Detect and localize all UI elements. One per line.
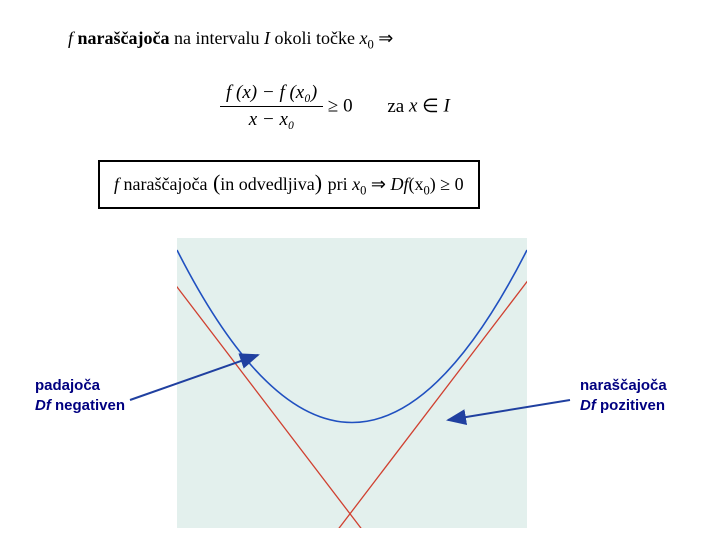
boxed-theorem: f naraščajoča (in odvedljiva) pri x0 ⇒ D… bbox=[98, 160, 480, 209]
label-left-line1: padajoča bbox=[35, 376, 125, 396]
box-Df: Df bbox=[390, 174, 408, 194]
label-right-line2: Df pozitiven bbox=[580, 396, 667, 416]
text-interval: na intervalu bbox=[170, 28, 264, 48]
box-pri: pri bbox=[328, 174, 353, 194]
label-right-line1: naraščajoča bbox=[580, 376, 667, 396]
text-narascajoca: naraščajoča bbox=[73, 28, 169, 48]
text-okoli: okoli točke bbox=[270, 28, 359, 48]
box-paren-close: ) bbox=[315, 170, 328, 195]
in-symbol: ∈ bbox=[417, 96, 443, 117]
box-x0: x bbox=[352, 174, 360, 194]
graph-background bbox=[177, 238, 527, 528]
I-formula: I bbox=[443, 96, 449, 117]
label-left-df: Df bbox=[35, 397, 51, 414]
label-right-df: Df bbox=[580, 397, 596, 414]
numerator: f (x) − f (x₀) bbox=[220, 82, 323, 107]
box-paren-open: ( bbox=[207, 170, 220, 195]
denominator: x − x₀ bbox=[220, 107, 323, 131]
box-end: ) ≥ 0 bbox=[430, 174, 464, 194]
geq-zero: ≥ 0 bbox=[323, 96, 352, 117]
za-text: za bbox=[387, 96, 409, 117]
box-arrow: ⇒ bbox=[366, 174, 390, 194]
label-increasing: naraščajoča Df pozitiven bbox=[580, 376, 667, 417]
label-right-pos: pozitiven bbox=[596, 397, 665, 414]
arrow-symbol: ⇒ bbox=[374, 28, 394, 48]
box-paren2: (x bbox=[408, 174, 423, 194]
fraction: f (x) − f (x₀) x − x₀ bbox=[220, 82, 323, 131]
label-left-line2: Df negativen bbox=[35, 396, 125, 416]
label-left-neg: negativen bbox=[51, 397, 125, 414]
box-odvedljiva: in odvedljiva bbox=[220, 174, 314, 194]
box-narascajoca: naraščajoča bbox=[119, 174, 207, 194]
statement-line-1: f naraščajoča na intervalu I okoli točke… bbox=[68, 28, 393, 53]
label-decreasing: padajoča Df negativen bbox=[35, 376, 125, 417]
difference-quotient: f (x) − f (x₀) x − x₀ ≥ 0 za x ∈ I bbox=[220, 82, 450, 131]
